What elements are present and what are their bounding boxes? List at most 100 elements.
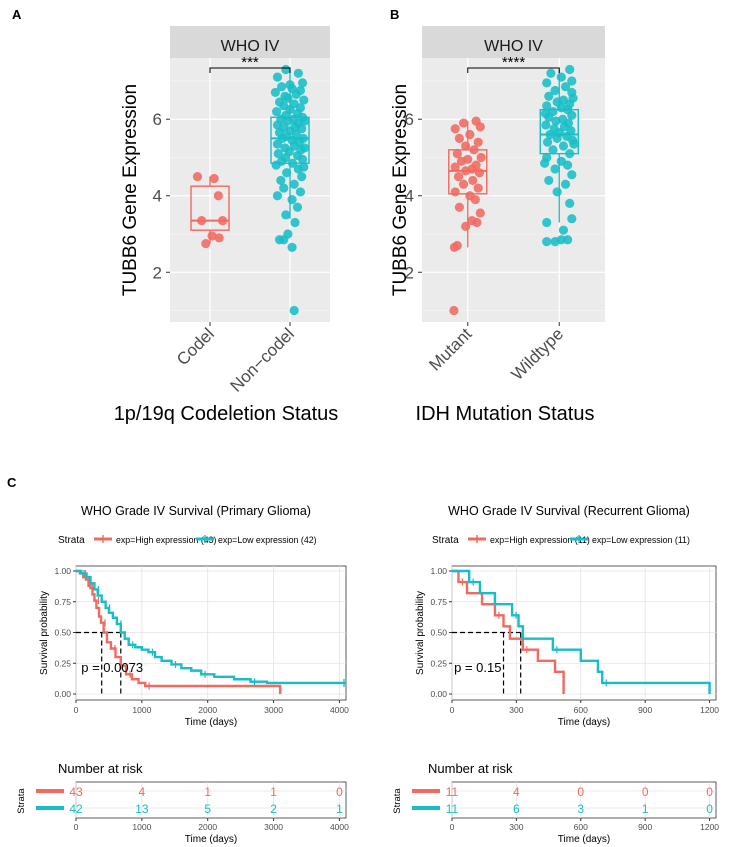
y-tick-label: 1.00: [54, 566, 71, 576]
data-point: [197, 216, 207, 226]
x-axis-title: Time (days): [185, 717, 237, 728]
data-point: [192, 172, 203, 182]
data-point: [544, 91, 554, 101]
data-point: [560, 179, 571, 189]
data-point: [542, 217, 552, 228]
risk-x-tick-label: 0: [74, 822, 79, 832]
data-point: [292, 202, 303, 212]
y-axis-title: Survival probability: [415, 591, 426, 675]
data-point: [272, 139, 283, 149]
data-point: [270, 87, 280, 98]
risk-count: 11: [446, 785, 459, 799]
data-point: [540, 158, 550, 168]
data-point: [560, 82, 571, 92]
data-point: [450, 124, 460, 134]
data-point: [293, 68, 303, 78]
data-point: [461, 221, 471, 231]
risk-table-frame: [451, 781, 717, 819]
risk-strata-label: Strata: [16, 788, 27, 814]
data-point: [454, 133, 464, 143]
p-value-label: p = 0.15: [454, 660, 501, 675]
data-point: [279, 235, 289, 245]
y-tick-label: 2: [153, 263, 162, 282]
risk-x-axis-title: Time (days): [185, 834, 237, 845]
panel-letter-b: B: [390, 7, 399, 22]
data-point: [295, 85, 306, 96]
y-tick-label: 0.25: [430, 658, 447, 668]
data-point: [551, 116, 561, 126]
data-point: [475, 122, 485, 132]
data-point: [558, 225, 569, 235]
legend-entry: exp=Low expression (42): [218, 535, 317, 545]
risk-count: 4: [139, 785, 146, 799]
risk-x-tick-label: 4000: [330, 822, 349, 832]
data-point: [213, 191, 223, 201]
data-point: [456, 156, 467, 166]
data-point: [300, 143, 310, 153]
y-tick-label: 0.50: [54, 628, 71, 638]
risk-count: 5: [204, 802, 211, 816]
risk-count: 1: [270, 785, 277, 799]
risk-x-tick-label: 1000: [132, 822, 151, 832]
data-point: [567, 76, 577, 86]
data-point: [273, 149, 283, 159]
data-point: [280, 91, 290, 101]
risk-count: 0: [577, 785, 584, 799]
legend-title: Strata: [58, 535, 85, 546]
data-point: [449, 305, 459, 316]
significance-stars: ***: [241, 54, 259, 71]
significance-stars: ****: [502, 54, 526, 71]
data-point: [567, 214, 577, 224]
data-point: [277, 82, 287, 92]
data-point: [541, 120, 551, 130]
risk-x-tick-label: 3000: [264, 822, 283, 832]
data-point: [542, 137, 553, 147]
data-point: [201, 238, 211, 249]
data-point: [297, 78, 308, 88]
data-point: [299, 162, 309, 172]
data-point: [472, 217, 482, 228]
risk-count: 6: [513, 802, 520, 816]
data-point: [465, 129, 475, 140]
data-point: [475, 208, 485, 218]
x-tick-label: 300: [509, 705, 523, 715]
p-value-label: p = 0.0073: [81, 660, 143, 675]
risk-x-tick-label: 2000: [198, 822, 217, 832]
data-point: [276, 175, 286, 186]
survival-curve-low: [76, 569, 346, 685]
data-point: [473, 183, 483, 193]
data-point: [454, 202, 464, 212]
data-point: [542, 101, 552, 111]
data-point: [283, 116, 293, 126]
x-tick-label: 900: [638, 705, 652, 715]
data-point: [458, 118, 469, 128]
x-tick-label: 1000: [132, 705, 151, 715]
data-point: [542, 237, 552, 247]
data-point: [569, 139, 579, 149]
x-axis-title: IDH Mutation Status: [416, 403, 595, 425]
data-point: [567, 110, 577, 120]
data-point: [565, 149, 575, 159]
data-point: [450, 162, 460, 172]
data-point: [458, 179, 469, 189]
y-tick-label: 4: [405, 187, 414, 206]
legend-entry: exp=High expression (11): [490, 535, 590, 545]
data-point: [461, 166, 471, 176]
legend-entry: exp=High expression (43): [116, 535, 217, 545]
data-point: [450, 187, 460, 197]
data-point: [214, 233, 224, 243]
data-point: [272, 106, 282, 117]
data-point: [563, 160, 573, 170]
x-tick-label: 2000: [198, 705, 217, 715]
risk-count: 42: [69, 802, 83, 816]
x-tick-label: 4000: [330, 705, 349, 715]
data-point: [287, 158, 298, 168]
survival-title: WHO Grade IV Survival (Recurrent Glioma): [448, 504, 690, 518]
facet-strip: [170, 26, 330, 58]
risk-count: 43: [69, 785, 83, 799]
x-axis-title: 1p/19q Codeletion Status: [114, 403, 339, 425]
y-tick-label: 1.00: [430, 566, 447, 576]
risk-table-title: Number at risk: [58, 761, 143, 776]
facet-strip: [422, 26, 605, 58]
risk-strata-label: Strata: [392, 788, 403, 814]
